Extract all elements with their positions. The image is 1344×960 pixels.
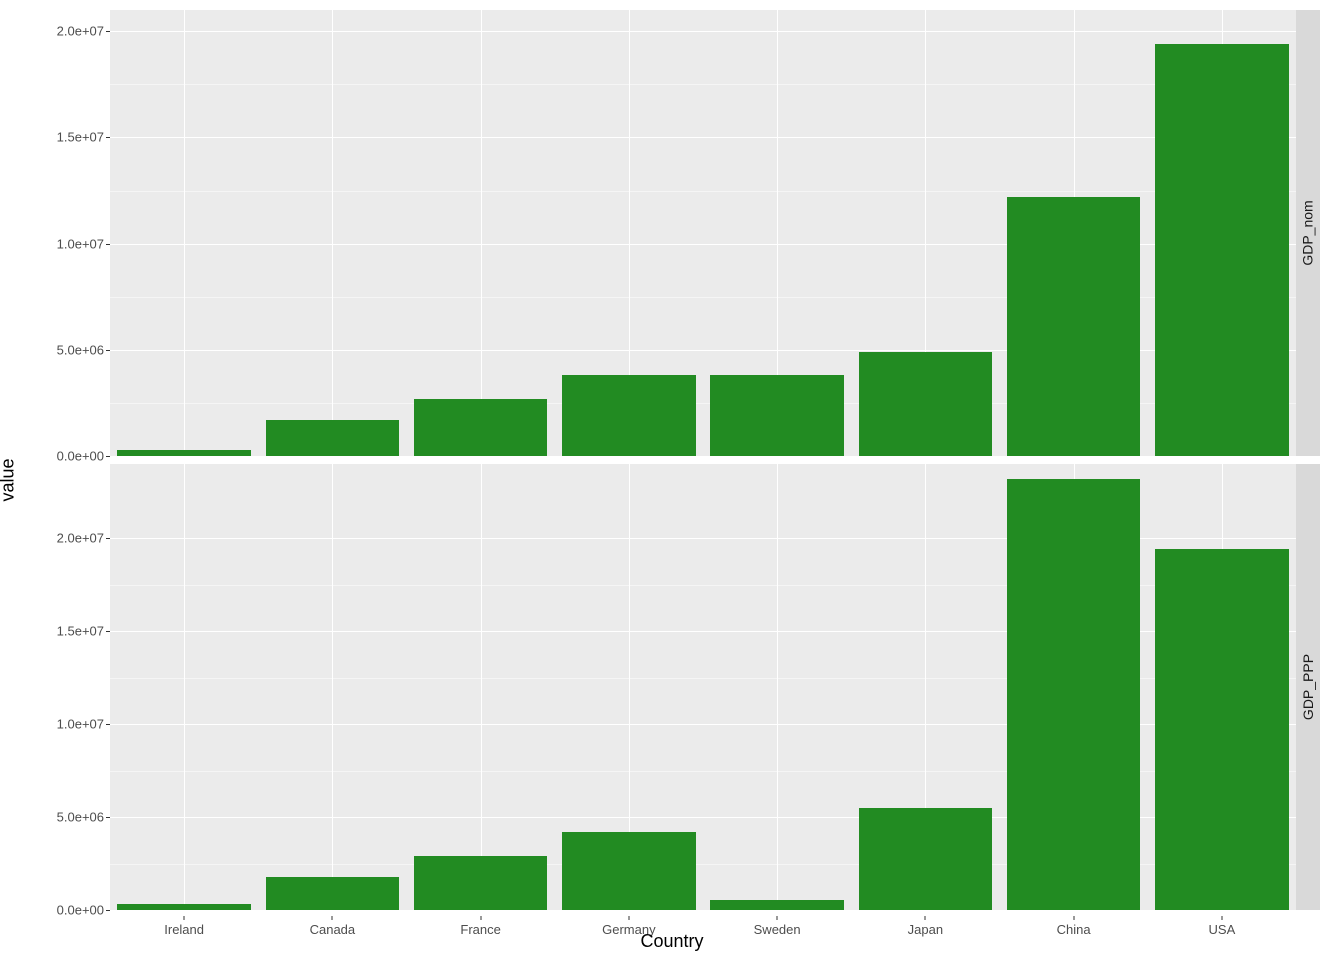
x-tick-mark xyxy=(1073,916,1074,920)
bar xyxy=(266,877,399,910)
bar xyxy=(562,832,695,910)
facet-panel-GDP_nom: 0.0e+005.0e+061.0e+071.5e+072.0e+07GDP_n… xyxy=(110,10,1320,456)
plot-area: 0.0e+005.0e+061.0e+071.5e+072.0e+07 xyxy=(110,10,1296,456)
gridline-v xyxy=(184,10,185,456)
y-tick-mark xyxy=(106,137,110,138)
bar xyxy=(1155,44,1288,456)
y-tick-label: 5.0e+06 xyxy=(57,810,110,825)
gridline-h xyxy=(110,910,1296,911)
facet-strip-label: GDP_PPP xyxy=(1300,654,1316,720)
x-tick-mark xyxy=(184,916,185,920)
bar xyxy=(414,856,547,910)
gridline-v xyxy=(481,464,482,910)
gridline-v xyxy=(332,464,333,910)
facet-strip: GDP_nom xyxy=(1296,10,1320,456)
bar xyxy=(117,450,250,456)
gridline-h-minor xyxy=(110,191,1296,192)
y-tick-mark xyxy=(106,631,110,632)
bar xyxy=(859,808,992,910)
y-tick-label: 1.5e+07 xyxy=(57,624,110,639)
x-tick-label: Canada xyxy=(310,922,356,937)
y-tick-label: 0.0e+00 xyxy=(57,449,110,464)
x-tick-label: China xyxy=(1057,922,1091,937)
y-tick-mark xyxy=(106,31,110,32)
bar xyxy=(117,904,250,911)
x-tick-label: Ireland xyxy=(164,922,204,937)
facet-panel-GDP_PPP: 0.0e+005.0e+061.0e+071.5e+072.0e+07GDP_P… xyxy=(110,464,1320,910)
x-tick-mark xyxy=(1221,916,1222,920)
x-tick-label: USA xyxy=(1209,922,1236,937)
x-tick-label: France xyxy=(460,922,500,937)
faceted-bar-chart: value 0.0e+005.0e+061.0e+071.5e+072.0e+0… xyxy=(0,0,1344,960)
y-tick-label: 2.0e+07 xyxy=(57,24,110,39)
bar xyxy=(414,399,547,456)
bar xyxy=(1155,549,1288,910)
gridline-v xyxy=(481,10,482,456)
gridline-v xyxy=(184,464,185,910)
bar xyxy=(1007,197,1140,456)
bar xyxy=(710,900,843,910)
y-tick-label: 1.0e+07 xyxy=(57,236,110,251)
x-axis-title: Country xyxy=(640,931,703,952)
y-tick-label: 0.0e+00 xyxy=(57,903,110,918)
gridline-h-minor xyxy=(110,84,1296,85)
x-tick-label: Sweden xyxy=(754,922,801,937)
bar xyxy=(266,420,399,456)
gridline-v xyxy=(777,464,778,910)
y-tick-label: 2.0e+07 xyxy=(57,531,110,546)
bar xyxy=(710,375,843,456)
y-tick-mark xyxy=(106,350,110,351)
y-tick-mark xyxy=(106,456,110,457)
gridline-v xyxy=(332,10,333,456)
y-tick-label: 1.0e+07 xyxy=(57,717,110,732)
y-tick-label: 1.5e+07 xyxy=(57,130,110,145)
bar xyxy=(859,352,992,456)
bar xyxy=(562,375,695,456)
gridline-h xyxy=(110,137,1296,138)
y-tick-mark xyxy=(106,724,110,725)
x-tick-mark xyxy=(332,916,333,920)
gridline-h xyxy=(110,456,1296,457)
facet-strip: GDP_PPP xyxy=(1296,464,1320,910)
panel-stack: 0.0e+005.0e+061.0e+071.5e+072.0e+07GDP_n… xyxy=(110,10,1320,910)
x-tick-label: Japan xyxy=(908,922,943,937)
y-axis-title: value xyxy=(0,458,19,501)
y-tick-mark xyxy=(106,244,110,245)
y-tick-label: 5.0e+06 xyxy=(57,342,110,357)
x-tick-mark xyxy=(777,916,778,920)
facet-strip-label: GDP_nom xyxy=(1300,200,1316,265)
y-tick-mark xyxy=(106,538,110,539)
x-tick-mark xyxy=(628,916,629,920)
gridline-h xyxy=(110,31,1296,32)
plot-area: 0.0e+005.0e+061.0e+071.5e+072.0e+07 xyxy=(110,464,1296,910)
x-tick-mark xyxy=(925,916,926,920)
x-tick-mark xyxy=(480,916,481,920)
y-tick-mark xyxy=(106,910,110,911)
y-tick-mark xyxy=(106,817,110,818)
bar xyxy=(1007,479,1140,910)
